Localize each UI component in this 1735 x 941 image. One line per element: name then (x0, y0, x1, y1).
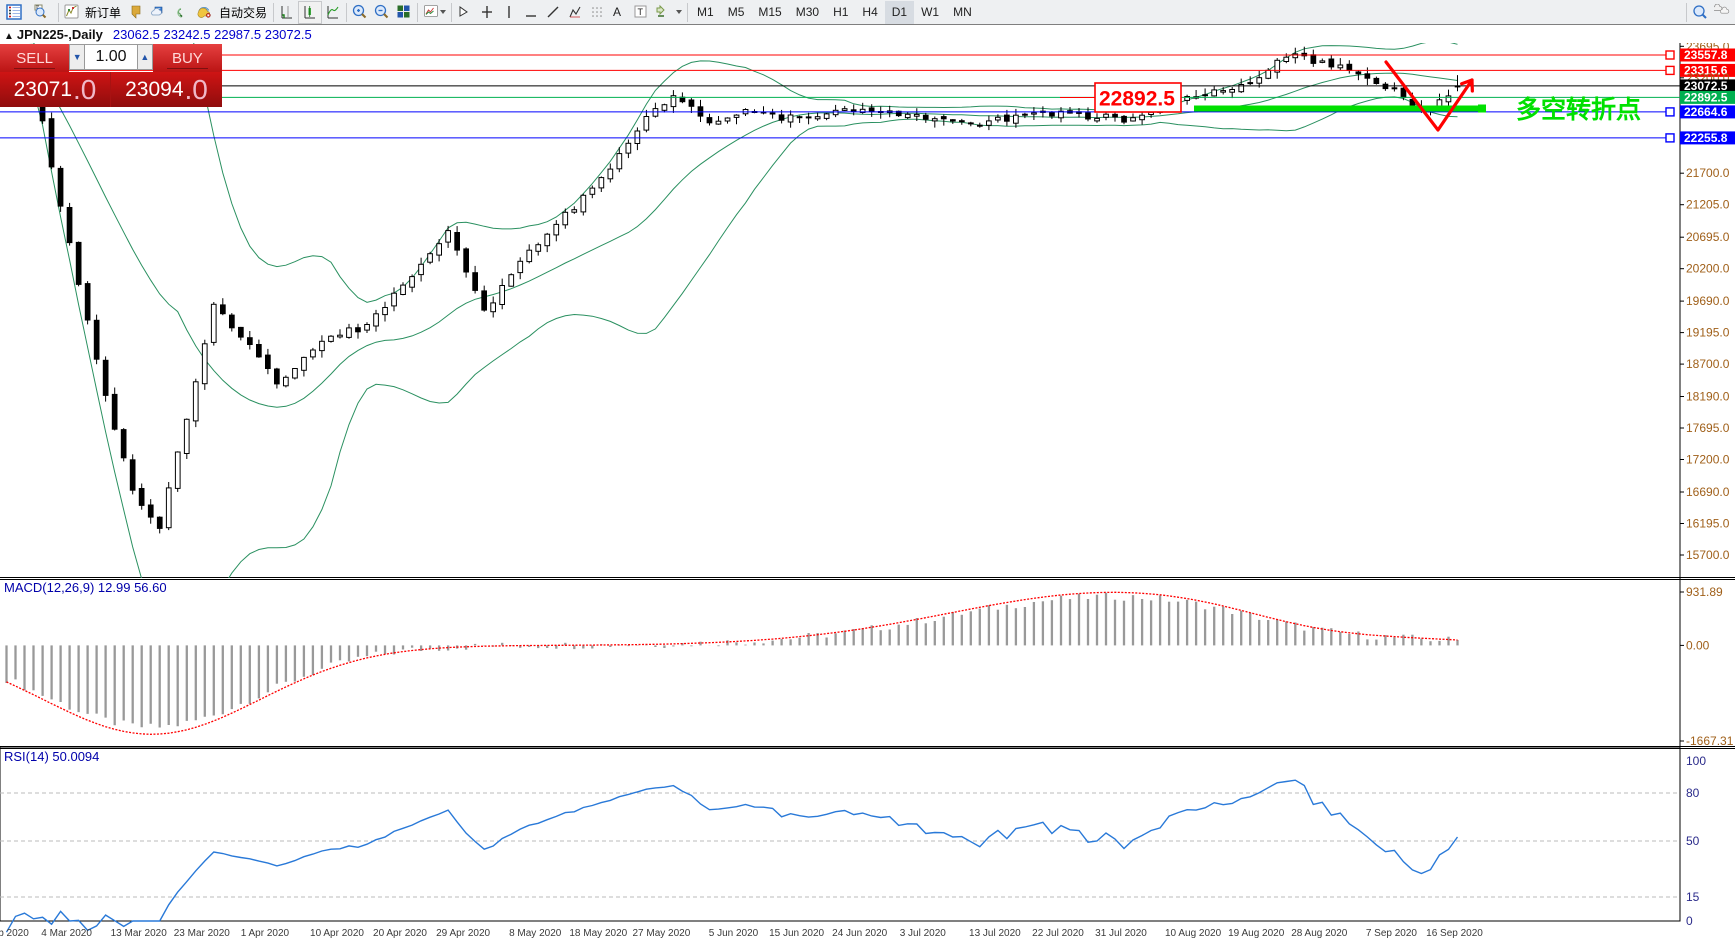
svg-text:16690.0: 16690.0 (1686, 485, 1730, 499)
svg-text:RSI(14) 50.0094: RSI(14) 50.0094 (4, 749, 99, 764)
svg-text:15 Jun 2020: 15 Jun 2020 (769, 928, 824, 939)
svg-text:4 Mar 2020: 4 Mar 2020 (41, 928, 92, 939)
svg-text:10 Apr 2020: 10 Apr 2020 (310, 928, 364, 939)
svg-text:17695.0: 17695.0 (1686, 421, 1730, 435)
svg-text:0.00: 0.00 (1686, 638, 1710, 652)
svg-text:18190.0: 18190.0 (1686, 390, 1730, 404)
svg-text:19690.0: 19690.0 (1686, 294, 1730, 308)
svg-text:20695.0: 20695.0 (1686, 230, 1730, 244)
svg-text:17200.0: 17200.0 (1686, 453, 1730, 467)
svg-text:27 May 2020: 27 May 2020 (632, 928, 690, 939)
svg-text:3 Jul 2020: 3 Jul 2020 (900, 928, 947, 939)
svg-text:50: 50 (1686, 834, 1700, 848)
svg-text:20 Apr 2020: 20 Apr 2020 (373, 928, 427, 939)
svg-text:多空转折点: 多空转折点 (1516, 95, 1641, 124)
svg-text:931.89: 931.89 (1686, 585, 1723, 599)
svg-text:T: T (638, 7, 644, 17)
svg-text:100: 100 (1686, 754, 1706, 768)
svg-text:16195.0: 16195.0 (1686, 517, 1730, 531)
svg-text:22664.6: 22664.6 (1684, 105, 1728, 119)
svg-text:A: A (613, 5, 621, 19)
svg-text:15700.0: 15700.0 (1686, 548, 1730, 562)
svg-text:23557.8: 23557.8 (1684, 48, 1728, 62)
svg-text:4 Feb 2020: 4 Feb 2020 (0, 928, 29, 939)
svg-text:8 May 2020: 8 May 2020 (509, 928, 562, 939)
svg-text:-1667.31: -1667.31 (1686, 734, 1734, 747)
svg-text:21700.0: 21700.0 (1686, 166, 1730, 180)
svg-text:22892.5: 22892.5 (1099, 88, 1175, 111)
svg-text:1 Apr 2020: 1 Apr 2020 (241, 928, 290, 939)
svg-text:5 Jun 2020: 5 Jun 2020 (709, 928, 759, 939)
svg-text:21205.0: 21205.0 (1686, 198, 1730, 212)
svg-text:13 Jul 2020: 13 Jul 2020 (969, 928, 1021, 939)
svg-text:31 Jul 2020: 31 Jul 2020 (1095, 928, 1147, 939)
svg-text:19195.0: 19195.0 (1686, 326, 1730, 340)
svg-text:24 Jun 2020: 24 Jun 2020 (832, 928, 887, 939)
svg-text:22 Jul 2020: 22 Jul 2020 (1032, 928, 1084, 939)
svg-text:23 Mar 2020: 23 Mar 2020 (174, 928, 231, 939)
svg-text:28 Aug 2020: 28 Aug 2020 (1291, 928, 1348, 939)
svg-text:22255.8: 22255.8 (1684, 131, 1728, 145)
svg-text:MACD(12,26,9) 12.99 56.60: MACD(12,26,9) 12.99 56.60 (4, 580, 167, 595)
svg-text:16 Sep 2020: 16 Sep 2020 (1426, 928, 1483, 939)
svg-text:18 May 2020: 18 May 2020 (569, 928, 627, 939)
svg-text:7 Sep 2020: 7 Sep 2020 (1366, 928, 1418, 939)
svg-text:19 Aug 2020: 19 Aug 2020 (1228, 928, 1285, 939)
svg-text:13 Mar 2020: 13 Mar 2020 (111, 928, 168, 939)
svg-text:22892.5: 22892.5 (1684, 90, 1728, 104)
svg-text:20200.0: 20200.0 (1686, 262, 1730, 276)
svg-text:80: 80 (1686, 786, 1700, 800)
svg-text:0: 0 (1686, 914, 1693, 928)
svg-text:15: 15 (1686, 890, 1700, 904)
svg-text:18700.0: 18700.0 (1686, 357, 1730, 371)
svg-text:29 Apr 2020: 29 Apr 2020 (436, 928, 490, 939)
svg-text:10 Aug 2020: 10 Aug 2020 (1165, 928, 1222, 939)
